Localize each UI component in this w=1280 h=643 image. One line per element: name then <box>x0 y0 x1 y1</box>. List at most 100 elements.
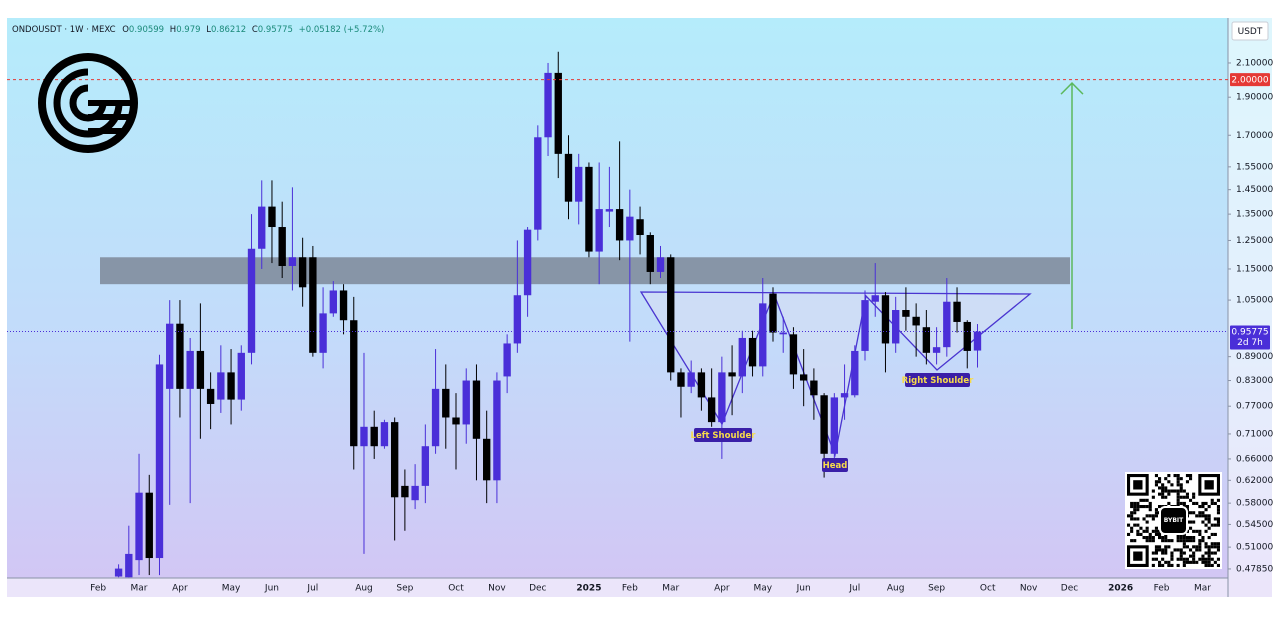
qr-cell <box>1182 495 1186 499</box>
qr-cell <box>1130 511 1134 515</box>
candle-body <box>595 209 603 252</box>
qr-cell <box>1179 551 1183 555</box>
y-tick-label: 1.35000 <box>1236 210 1273 220</box>
qr-cell <box>1158 545 1162 549</box>
qr-cell <box>1170 483 1174 487</box>
zone-layer <box>100 257 1070 285</box>
qr-cell <box>1216 511 1220 515</box>
qr-cell <box>1213 517 1217 521</box>
qr-cell <box>1164 551 1168 555</box>
qr-cell <box>1176 548 1180 552</box>
candle-body <box>462 380 470 425</box>
candle-body <box>554 72 562 154</box>
qr-cell <box>1210 542 1214 546</box>
x-tick-label: Jul <box>848 584 860 594</box>
qr-cell <box>1216 505 1220 509</box>
candle-body <box>759 303 767 367</box>
qr-cell <box>1148 532 1152 536</box>
qr-cell <box>1142 505 1146 509</box>
x-tick-label: Feb <box>1154 584 1170 594</box>
candle-body <box>319 313 327 353</box>
qr-cell <box>1148 514 1152 518</box>
y-tick-label: 0.77000 <box>1236 402 1273 412</box>
high-value: 0.979 <box>176 25 200 35</box>
currency: USDT <box>1238 27 1263 37</box>
candle-body <box>697 372 706 398</box>
high-prefix: H <box>170 25 176 35</box>
candle-body <box>789 334 798 375</box>
qr-cell <box>1216 548 1220 552</box>
qr-cell <box>1145 514 1149 518</box>
qr-cell <box>1170 551 1174 555</box>
qr-cell <box>1185 495 1189 499</box>
qr-cell <box>1136 508 1140 512</box>
qr-cell <box>1192 495 1196 499</box>
qr-cell <box>1198 539 1202 543</box>
qr-cell <box>1204 517 1208 521</box>
qr-cell <box>1216 498 1220 502</box>
x-tick-label: Oct <box>448 584 464 594</box>
candle-body <box>247 248 256 353</box>
qr-cell <box>1210 551 1214 555</box>
qr-cell <box>1179 486 1183 490</box>
qr-cell <box>1176 536 1180 540</box>
qr-cell <box>1148 536 1152 540</box>
x-tick-label: Mar <box>131 584 148 594</box>
candle-body <box>748 337 757 367</box>
qr-cell <box>1185 492 1189 496</box>
qr-cell <box>1133 511 1137 515</box>
candle-body <box>350 320 358 447</box>
qr-cell <box>1142 517 1146 521</box>
y-tick-label: 1.45000 <box>1236 185 1273 195</box>
qr-finder <box>1204 480 1214 490</box>
candle-body <box>370 426 378 447</box>
qr-cell <box>1158 486 1162 490</box>
qr-cell <box>1185 474 1189 478</box>
qr-cell <box>1204 508 1208 512</box>
qr-cell <box>1161 548 1165 552</box>
x-tick-label: Mar <box>1194 584 1211 594</box>
qr-cell <box>1133 508 1137 512</box>
x-tick-label: May <box>222 584 241 594</box>
y-tick-label: 1.05000 <box>1236 296 1273 306</box>
qr-cell <box>1145 539 1149 543</box>
candle-body <box>442 388 450 418</box>
x-tick-label: Dec <box>529 584 546 594</box>
qr-cell <box>1151 563 1155 567</box>
qr-cell <box>1192 545 1196 549</box>
candle-body <box>728 372 736 377</box>
candle-body <box>278 227 286 267</box>
target-label: 2.00000 <box>1231 76 1268 86</box>
qr-cell <box>1176 474 1180 478</box>
annotation-box <box>694 428 752 442</box>
qr-cell <box>1216 563 1220 567</box>
candle-body <box>125 553 133 578</box>
qr-cell <box>1142 529 1146 533</box>
qr-finder <box>1133 480 1143 490</box>
candle-body <box>493 380 501 481</box>
logo-lines <box>88 100 134 134</box>
candle-body <box>258 206 266 249</box>
candle-body <box>421 446 430 486</box>
inverse-head-shoulders-pattern <box>639 291 1032 458</box>
open-prefix: O <box>122 25 129 35</box>
qr-cell <box>1130 517 1134 521</box>
candle-body <box>830 397 839 454</box>
qr-cell <box>1213 501 1217 505</box>
candle-body <box>779 332 787 335</box>
qr-cell <box>1136 529 1140 533</box>
qr-cell <box>1139 532 1143 536</box>
qr-cell <box>1207 557 1211 561</box>
qr-cell <box>1161 563 1165 567</box>
y-tick-label: 0.71000 <box>1236 429 1273 439</box>
candle-body <box>135 492 143 561</box>
countdown-label: 2d 7h <box>1237 338 1263 348</box>
qr-cell <box>1204 563 1208 567</box>
currency-box <box>1231 21 1269 41</box>
qr-cell <box>1154 557 1158 561</box>
qr-cell <box>1154 483 1158 487</box>
candle-body <box>575 166 583 202</box>
annotation-box <box>905 373 970 387</box>
qr-cell <box>1154 551 1158 555</box>
